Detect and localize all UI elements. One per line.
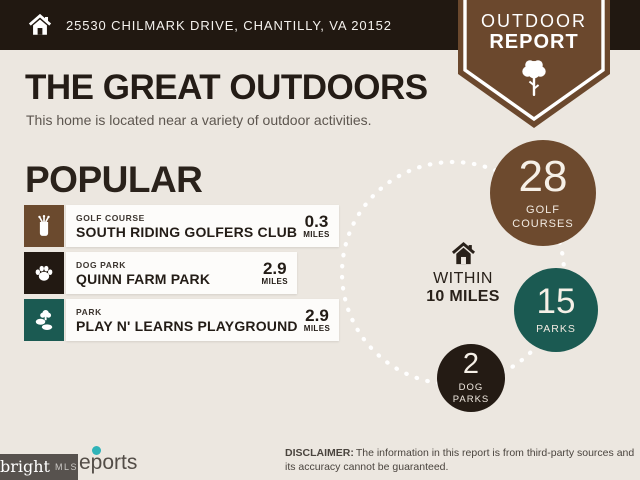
park-icon bbox=[24, 299, 64, 341]
golf-bag-icon bbox=[24, 205, 64, 247]
stat-value: 2 bbox=[462, 347, 480, 380]
stat-label: DOG PARKS bbox=[452, 381, 490, 405]
home-icon bbox=[28, 13, 52, 35]
outdoor-report-badge: OUTDOOR REPORT bbox=[458, 0, 610, 132]
disclaimer-label: DISCLAIMER: bbox=[285, 447, 354, 459]
stat-label: PARKS bbox=[536, 322, 576, 335]
radius-text-line2: 10 MILES bbox=[426, 288, 500, 305]
item-category: PARK bbox=[76, 306, 102, 317]
stat-parks: 15 PARKS bbox=[514, 268, 598, 352]
list-item-dog-park: DOG PARK QUINN FARM PARK 2.9 MILES bbox=[24, 252, 297, 294]
item-name: SOUTH RIDING GOLFERS CLUB bbox=[76, 223, 298, 240]
stat-golf-courses: 28 GOLF COURSES bbox=[490, 140, 596, 246]
item-distance: 0.3 MILES bbox=[303, 212, 330, 239]
property-address: 25530 CHILMARK DRIVE, CHANTILLY, VA 2015… bbox=[66, 17, 392, 33]
teal-dot-icon bbox=[92, 446, 101, 455]
page-subtitle: This home is located near a variety of o… bbox=[26, 112, 372, 128]
badge-title-line1: OUTDOOR bbox=[481, 11, 587, 31]
radius-label: WITHIN 10 MILES bbox=[418, 242, 508, 306]
item-distance: 2.9 MILES bbox=[261, 259, 288, 286]
disclaimer: DISCLAIMER: The information in this repor… bbox=[285, 446, 640, 474]
item-category: DOG PARK bbox=[76, 259, 126, 270]
item-name: PLAY N' LEARNS PLAYGROUND bbox=[76, 317, 298, 334]
item-category: GOLF COURSE bbox=[76, 212, 145, 223]
disclaimer-text: The information in this report is from t… bbox=[285, 447, 635, 474]
item-name: QUINN FARM PARK bbox=[76, 270, 211, 287]
popular-heading: POPULAR bbox=[25, 159, 203, 200]
stat-label: GOLF COURSES bbox=[512, 203, 574, 230]
house-icon bbox=[451, 242, 475, 265]
stat-dog-parks: 2 DOG PARKS bbox=[437, 344, 505, 412]
stat-value: 15 bbox=[536, 281, 576, 321]
list-item-golf-course: GOLF COURSE SOUTH RIDING GOLFERS CLUB 0.… bbox=[24, 205, 339, 247]
stat-value: 28 bbox=[518, 151, 568, 201]
tree-icon bbox=[522, 60, 546, 96]
logo-wordmark: bright bbox=[0, 457, 50, 476]
paw-icon bbox=[24, 252, 64, 294]
page-title: THE GREAT OUTDOORS bbox=[25, 68, 428, 107]
bright-mls-logo: bright MLS bbox=[0, 454, 78, 480]
logo-mls-text: MLS bbox=[54, 462, 78, 472]
item-distance: 2.9 MILES bbox=[303, 306, 331, 333]
radius-text-line1: WITHIN bbox=[433, 270, 493, 287]
badge-title-line2: REPORT bbox=[489, 31, 579, 53]
list-item-park: PARK PLAY N' LEARNS PLAYGROUND 2.9 MILES bbox=[24, 299, 340, 341]
reports-watermark-text: eports bbox=[79, 451, 138, 474]
